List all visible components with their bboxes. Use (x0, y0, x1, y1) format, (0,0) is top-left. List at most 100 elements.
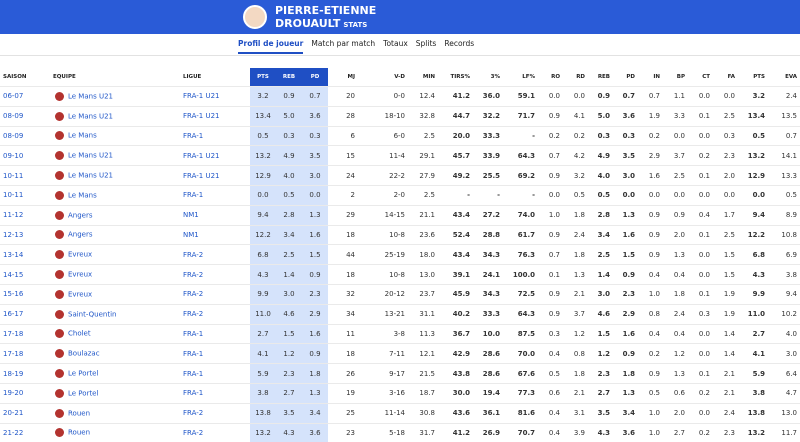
team-name[interactable]: Evreux (68, 290, 92, 298)
team-cell[interactable]: Le Mans U21 (50, 146, 180, 166)
cell: 33.3 (473, 126, 503, 146)
team-cell[interactable]: Le Mans U21 (50, 87, 180, 107)
cell[interactable]: NM1 (180, 225, 250, 245)
cell[interactable]: 20-21 (0, 403, 50, 423)
cell[interactable]: 14-15 (0, 265, 50, 285)
cell[interactable]: FRA-1 U21 (180, 106, 250, 126)
team-cell[interactable]: Cholet (50, 324, 180, 344)
team-name[interactable]: Le Mans (68, 132, 97, 140)
tab[interactable]: Match par match (311, 36, 375, 54)
cell[interactable]: FRA-2 (180, 304, 250, 324)
cell[interactable]: 09-10 (0, 146, 50, 166)
team-cell[interactable]: Le Mans U21 (50, 166, 180, 186)
team-cell[interactable]: Le Mans (50, 126, 180, 146)
cell[interactable]: 13-14 (0, 245, 50, 265)
tab[interactable]: Records (444, 36, 474, 54)
team-name[interactable]: Le Portel (68, 370, 98, 378)
cell: 3.4 (588, 225, 613, 245)
cell[interactable]: 10-11 (0, 166, 50, 186)
cell[interactable]: 15-16 (0, 284, 50, 304)
tab[interactable]: Profil de joueur (238, 36, 303, 54)
team-name[interactable]: Cholet (68, 330, 91, 338)
team-cell[interactable]: Saint-Quentin (50, 304, 180, 324)
cell[interactable]: FRA-1 (180, 324, 250, 344)
cell[interactable]: FRA-2 (180, 403, 250, 423)
cell: 1.3 (563, 265, 588, 285)
cell: 3.6 (613, 106, 638, 126)
team-name[interactable]: Le Portel (68, 389, 98, 397)
tab[interactable]: Splits (416, 36, 437, 54)
team-name[interactable]: Rouen (68, 429, 90, 437)
cell[interactable]: 17-18 (0, 344, 50, 364)
team-cell[interactable]: Rouen (50, 423, 180, 442)
cell[interactable]: 16-17 (0, 304, 50, 324)
team-name[interactable]: Rouen (68, 409, 90, 417)
tab[interactable]: Totaux (383, 36, 408, 54)
cell[interactable]: 11-12 (0, 205, 50, 225)
team-name[interactable]: Le Mans (68, 191, 97, 199)
team-name[interactable]: Saint-Quentin (68, 310, 116, 318)
cell[interactable]: FRA-2 (180, 245, 250, 265)
cell[interactable]: FRA-1 (180, 364, 250, 384)
team-name[interactable]: Evreux (68, 251, 92, 259)
cell: 2.1 (713, 383, 738, 403)
team-cell[interactable]: Le Mans U21 (50, 106, 180, 126)
cell: 1.3 (613, 383, 638, 403)
team-cell[interactable]: Angers (50, 205, 180, 225)
team-cell[interactable]: Rouen (50, 403, 180, 423)
cell: 0.9 (538, 284, 563, 304)
cell: 1.1 (663, 87, 688, 107)
cell[interactable]: 18-19 (0, 364, 50, 384)
cell[interactable]: FRA-1 (180, 344, 250, 364)
team-cell[interactable]: Evreux (50, 245, 180, 265)
team-cell[interactable]: Boulazac (50, 344, 180, 364)
cell: 4.0 (588, 166, 613, 186)
team-cell[interactable]: Le Portel (50, 383, 180, 403)
cell[interactable]: FRA-2 (180, 284, 250, 304)
cell: 0.9 (638, 245, 663, 265)
cell: 45.9 (438, 284, 473, 304)
cell[interactable]: FRA-1 U21 (180, 146, 250, 166)
cell[interactable]: 06-07 (0, 87, 50, 107)
cell: 2.8 (276, 205, 302, 225)
team-name[interactable]: Le Mans U21 (68, 112, 113, 120)
team-name[interactable]: Angers (68, 211, 93, 219)
cell: 5.9 (738, 364, 768, 384)
cell: 6.9 (768, 245, 800, 265)
cell[interactable]: FRA-1 (180, 126, 250, 146)
cell[interactable]: FRA-1 (180, 383, 250, 403)
cell: 6.8 (738, 245, 768, 265)
cell[interactable]: 12-13 (0, 225, 50, 245)
team-cell[interactable]: Evreux (50, 265, 180, 285)
team-name[interactable]: Evreux (68, 271, 92, 279)
team-cell[interactable]: Le Mans (50, 185, 180, 205)
team-cell[interactable]: Angers (50, 225, 180, 245)
cell[interactable]: FRA-1 U21 (180, 166, 250, 186)
cell: 1.5 (613, 245, 638, 265)
cell[interactable]: 10-11 (0, 185, 50, 205)
cell: 4.3 (276, 423, 302, 442)
cell: 1.4 (713, 324, 738, 344)
cell: 21.5 (408, 364, 438, 384)
cell[interactable]: 17-18 (0, 324, 50, 344)
team-name[interactable]: Le Mans U21 (68, 92, 113, 100)
team-logo (55, 369, 64, 378)
cell[interactable]: 08-09 (0, 106, 50, 126)
cell[interactable]: 08-09 (0, 126, 50, 146)
cell[interactable]: FRA-2 (180, 265, 250, 285)
cell[interactable]: FRA-2 (180, 423, 250, 442)
team-name[interactable]: Angers (68, 231, 93, 239)
cell[interactable]: 21-22 (0, 423, 50, 442)
team-name[interactable]: Le Mans U21 (68, 152, 113, 160)
cell[interactable]: FRA-1 (180, 185, 250, 205)
team-logo (55, 329, 64, 338)
team-name[interactable]: Boulazac (68, 350, 100, 358)
cell: 45.7 (438, 146, 473, 166)
cell[interactable]: FRA-1 U21 (180, 87, 250, 107)
cell[interactable]: 19-20 (0, 383, 50, 403)
team-cell[interactable]: Evreux (50, 284, 180, 304)
team-cell[interactable]: Le Portel (50, 364, 180, 384)
team-name[interactable]: Le Mans U21 (68, 172, 113, 180)
cell[interactable]: NM1 (180, 205, 250, 225)
